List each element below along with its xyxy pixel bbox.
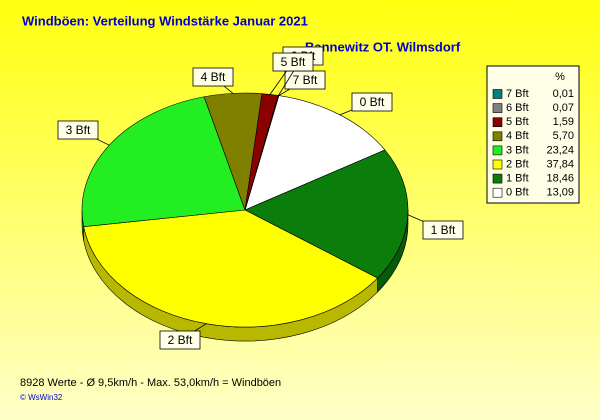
legend-value: 23,24: [546, 144, 574, 156]
legend-header: %: [555, 71, 565, 83]
legend-value: 1,59: [553, 116, 574, 128]
label-box: [192, 67, 234, 87]
label-box: [351, 92, 393, 112]
legend-swatch: [492, 145, 503, 156]
label-box: [422, 220, 464, 240]
legend-label: 4 Bft: [506, 130, 529, 142]
legend-label: 6 Bft: [506, 102, 529, 114]
legend-swatch: [492, 117, 503, 127]
slice-label: 7 Bft: [293, 73, 318, 87]
legend-label: 7 Bft: [506, 88, 529, 100]
legend-label: 5 Bft: [506, 116, 529, 128]
credit: © WsWin32: [20, 393, 63, 402]
slice-label: 3 Bft: [66, 123, 91, 137]
slice-label: 4 Bft: [201, 70, 226, 84]
legend-label: 1 Bft: [506, 173, 529, 185]
slice-label: 2 Bft: [168, 333, 193, 347]
legend-value: 0,07: [553, 102, 574, 114]
footer-note: 8928 Werte - Ø 9,5km/h - Max. 53,0km/h =…: [20, 377, 281, 389]
label-box: [272, 52, 314, 72]
legend-swatch: [492, 89, 503, 99]
slice: [83, 209, 379, 328]
legend-value: 5,70: [553, 130, 574, 142]
slice-label: 0 Bft: [360, 95, 385, 109]
legend-swatch: [492, 103, 503, 113]
legend-value: 37,84: [546, 158, 574, 170]
chart-title: Windböen: Verteilung Windstärke Januar 2…: [22, 13, 308, 28]
chart-subtitle: Bannewitz OT. Wilmsdorf: [305, 39, 461, 54]
legend-swatch: [492, 159, 503, 170]
legend-label: 0 Bft: [506, 187, 529, 199]
legend-value: 0,01: [553, 88, 574, 100]
label-box: [159, 330, 201, 350]
legend-label: 2 Bft: [506, 158, 529, 170]
legend-swatch: [492, 187, 503, 198]
legend-swatch: [492, 131, 503, 142]
legend-value: 13,09: [546, 187, 574, 199]
slice: [244, 95, 386, 211]
legend-box: [486, 65, 580, 204]
label-box: [57, 120, 99, 140]
legend-label: 3 Bft: [506, 144, 529, 156]
legend-value: 18,46: [546, 173, 574, 185]
slice: [81, 96, 246, 228]
slice-label: 5 Bft: [281, 55, 306, 69]
slice-label: 1 Bft: [431, 223, 456, 237]
legend-swatch: [492, 173, 503, 184]
